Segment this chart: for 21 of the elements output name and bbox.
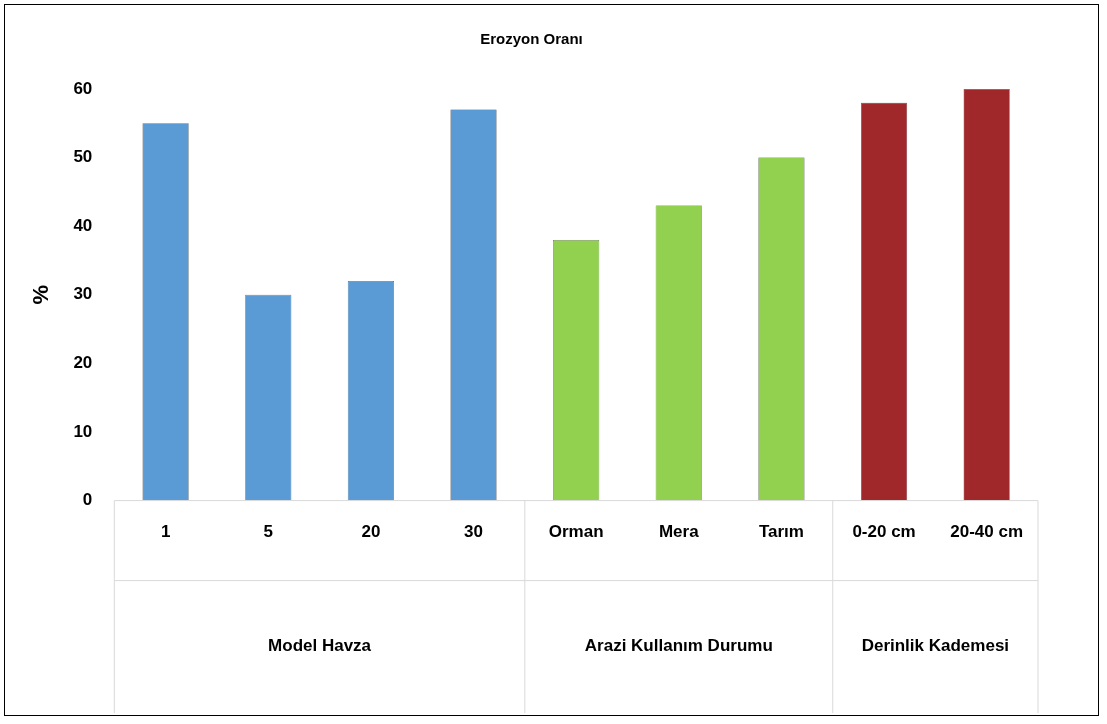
y-tick-label: 0: [82, 490, 93, 510]
y-tick-label: 50: [73, 147, 93, 167]
text: Model Havza: [268, 636, 372, 656]
y-tick-label: 40: [73, 215, 93, 235]
y-tick-label: 10: [73, 421, 93, 441]
x-tick-label: Mera: [658, 522, 700, 542]
y-tick-label: 60: [73, 78, 93, 98]
chart-title: Erozyon Oranı: [480, 30, 583, 48]
x-tick-label: Orman: [548, 522, 604, 542]
text: Arazi Kullanım Durumu: [584, 636, 773, 656]
x-tick-label: 30: [464, 522, 483, 542]
y-tick-label: 20: [73, 353, 93, 373]
x-tick-label: 1: [160, 522, 171, 542]
x-tick-label: 0-20 cm: [852, 522, 916, 542]
x-tick-label: 20: [361, 522, 381, 542]
y-tick-label: 30: [73, 284, 93, 304]
x-tick-label: 20-40 cm: [950, 522, 1024, 542]
y-axis-title: %: [28, 285, 54, 305]
x-tick-label: Tarım: [758, 522, 804, 542]
text: Derinlik Kademesi: [861, 636, 1010, 656]
x-tick-label: 5: [263, 522, 273, 542]
